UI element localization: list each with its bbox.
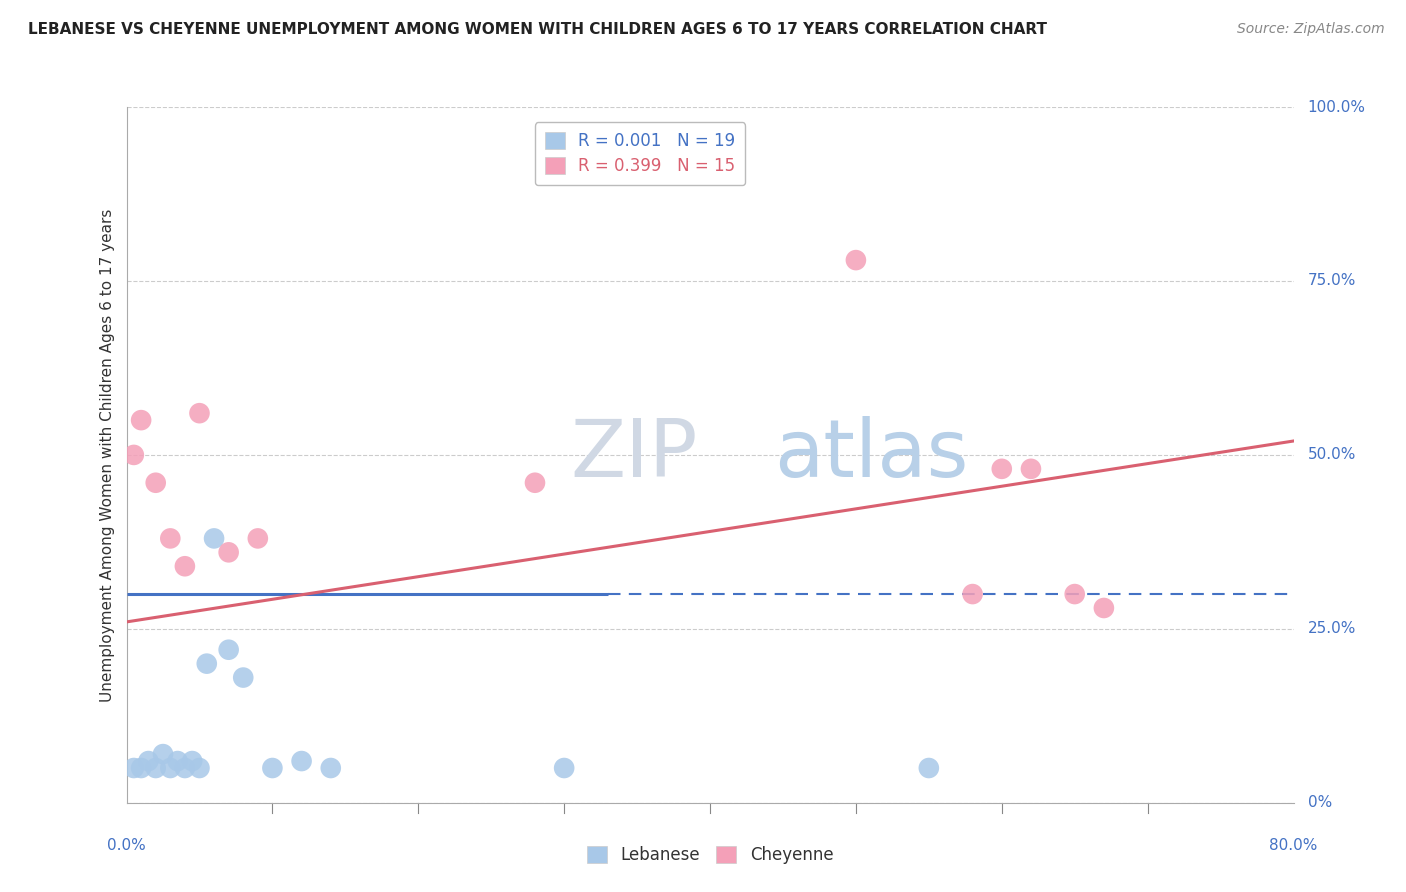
Point <box>232 671 254 685</box>
Point <box>145 761 167 775</box>
Point <box>195 657 218 671</box>
Text: atlas: atlas <box>775 416 969 494</box>
Point <box>962 587 984 601</box>
Point <box>122 761 145 775</box>
Text: 100.0%: 100.0% <box>1308 100 1365 114</box>
Point <box>319 761 342 775</box>
Point <box>918 761 941 775</box>
Point <box>138 754 160 768</box>
Point <box>990 462 1012 476</box>
Text: 25.0%: 25.0% <box>1308 622 1355 636</box>
Point <box>1092 601 1115 615</box>
Point <box>218 545 240 559</box>
Point <box>159 532 181 546</box>
Point <box>1063 587 1085 601</box>
Text: 80.0%: 80.0% <box>1270 838 1317 853</box>
Point <box>129 413 152 427</box>
Y-axis label: Unemployment Among Women with Children Ages 6 to 17 years: Unemployment Among Women with Children A… <box>100 208 115 702</box>
Point <box>1019 462 1042 476</box>
Text: Source: ZipAtlas.com: Source: ZipAtlas.com <box>1237 22 1385 37</box>
Text: 0.0%: 0.0% <box>107 838 146 853</box>
Point <box>188 406 211 420</box>
Point <box>553 761 575 775</box>
Point <box>188 761 211 775</box>
Point <box>145 475 167 490</box>
Point <box>174 761 197 775</box>
Text: LEBANESE VS CHEYENNE UNEMPLOYMENT AMONG WOMEN WITH CHILDREN AGES 6 TO 17 YEARS C: LEBANESE VS CHEYENNE UNEMPLOYMENT AMONG … <box>28 22 1047 37</box>
Point <box>181 754 204 768</box>
Point <box>290 754 312 768</box>
Point <box>159 761 181 775</box>
Legend: Lebanese, Cheyenne: Lebanese, Cheyenne <box>581 839 839 871</box>
Point <box>202 532 225 546</box>
Point <box>122 448 145 462</box>
Point <box>524 475 547 490</box>
Point <box>845 253 868 268</box>
Point <box>152 747 174 761</box>
Point <box>129 761 152 775</box>
Text: 0%: 0% <box>1308 796 1331 810</box>
Text: 50.0%: 50.0% <box>1308 448 1355 462</box>
Point <box>166 754 188 768</box>
Text: 75.0%: 75.0% <box>1308 274 1355 288</box>
Point <box>262 761 284 775</box>
Point <box>246 532 269 546</box>
Text: ZIP: ZIP <box>569 416 697 494</box>
Point <box>174 559 197 574</box>
Point <box>218 642 240 657</box>
